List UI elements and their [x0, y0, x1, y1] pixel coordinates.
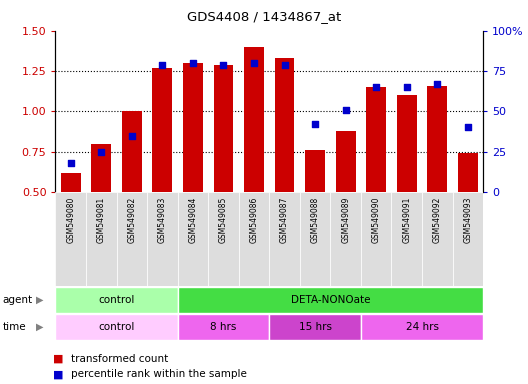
Point: [402, 84, 411, 90]
Bar: [336, 131, 355, 192]
Point: [158, 61, 167, 68]
FancyBboxPatch shape: [361, 314, 483, 340]
Bar: [91, 144, 111, 192]
Text: ■: ■: [53, 354, 63, 364]
Text: GSM549090: GSM549090: [372, 197, 381, 243]
FancyBboxPatch shape: [361, 192, 391, 286]
Text: GSM549085: GSM549085: [219, 197, 228, 243]
Bar: [427, 86, 447, 192]
Point: [250, 60, 258, 66]
FancyBboxPatch shape: [331, 192, 361, 286]
Text: control: control: [98, 322, 135, 332]
FancyBboxPatch shape: [177, 287, 483, 313]
Bar: [458, 153, 478, 192]
Point: [188, 60, 197, 66]
Bar: [366, 87, 386, 192]
FancyBboxPatch shape: [269, 314, 361, 340]
Text: GSM549091: GSM549091: [402, 197, 411, 243]
Text: percentile rank within the sample: percentile rank within the sample: [71, 369, 247, 379]
Point: [67, 160, 75, 166]
Text: GSM549083: GSM549083: [158, 197, 167, 243]
FancyBboxPatch shape: [452, 192, 483, 286]
Text: ▶: ▶: [36, 322, 43, 332]
Bar: [213, 65, 233, 192]
Text: GSM549086: GSM549086: [250, 197, 259, 243]
FancyBboxPatch shape: [147, 192, 177, 286]
FancyBboxPatch shape: [269, 192, 300, 286]
Text: GDS4408 / 1434867_at: GDS4408 / 1434867_at: [187, 10, 341, 23]
Bar: [153, 68, 172, 192]
FancyBboxPatch shape: [177, 314, 269, 340]
FancyBboxPatch shape: [55, 192, 86, 286]
Text: GSM549084: GSM549084: [188, 197, 197, 243]
FancyBboxPatch shape: [86, 192, 117, 286]
Point: [464, 124, 472, 131]
Bar: [122, 111, 142, 192]
Text: control: control: [98, 295, 135, 305]
FancyBboxPatch shape: [208, 192, 239, 286]
Bar: [244, 47, 264, 192]
Text: 15 hrs: 15 hrs: [299, 322, 332, 332]
Text: GSM549087: GSM549087: [280, 197, 289, 243]
FancyBboxPatch shape: [177, 192, 208, 286]
FancyBboxPatch shape: [239, 192, 269, 286]
Text: DETA-NONOate: DETA-NONOate: [290, 295, 370, 305]
Point: [219, 61, 228, 68]
Text: GSM549082: GSM549082: [127, 197, 136, 243]
FancyBboxPatch shape: [391, 192, 422, 286]
Bar: [305, 150, 325, 192]
Text: GSM549088: GSM549088: [310, 197, 319, 243]
Bar: [275, 58, 295, 192]
Point: [342, 107, 350, 113]
Text: GSM549092: GSM549092: [433, 197, 442, 243]
Text: ▶: ▶: [36, 295, 43, 305]
Bar: [397, 95, 417, 192]
Text: 8 hrs: 8 hrs: [210, 322, 237, 332]
Text: time: time: [3, 322, 26, 332]
FancyBboxPatch shape: [117, 192, 147, 286]
Point: [97, 149, 106, 155]
Point: [433, 81, 441, 87]
FancyBboxPatch shape: [422, 192, 452, 286]
Point: [280, 61, 289, 68]
Text: GSM549081: GSM549081: [97, 197, 106, 243]
Bar: [61, 173, 81, 192]
Point: [372, 84, 380, 90]
Text: GSM549093: GSM549093: [464, 197, 473, 243]
FancyBboxPatch shape: [300, 192, 331, 286]
Text: GSM549080: GSM549080: [66, 197, 75, 243]
Text: transformed count: transformed count: [71, 354, 168, 364]
Text: agent: agent: [3, 295, 33, 305]
Text: 24 hrs: 24 hrs: [406, 322, 439, 332]
Point: [128, 132, 136, 139]
Text: ■: ■: [53, 369, 63, 379]
Bar: [183, 63, 203, 192]
Point: [311, 121, 319, 127]
FancyBboxPatch shape: [55, 287, 177, 313]
Text: GSM549089: GSM549089: [341, 197, 350, 243]
FancyBboxPatch shape: [55, 314, 177, 340]
